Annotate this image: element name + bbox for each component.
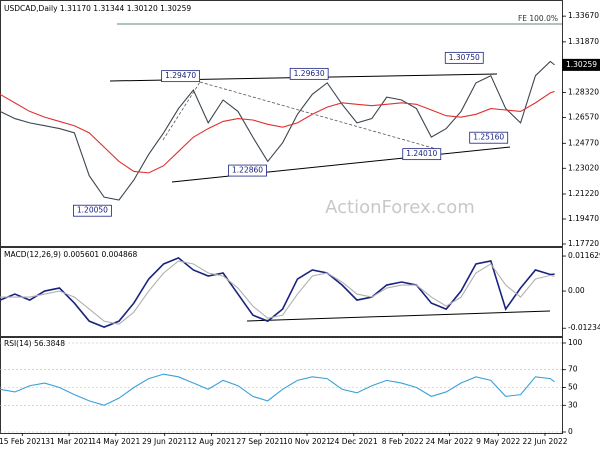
- y-tick-label: 0.00: [568, 286, 585, 295]
- y-tick-label: 1.33670: [568, 11, 599, 20]
- y-tick-label: 70: [568, 365, 578, 374]
- series-line: [0, 260, 555, 325]
- x-tick-label: 24 Mar 2022: [426, 437, 474, 446]
- series-line: [0, 373, 555, 406]
- level-label: 1.29470: [165, 71, 196, 80]
- x-tick-label: 24 Dec 2021: [330, 437, 378, 446]
- level-label: 1.30750: [449, 53, 480, 62]
- x-tick-label: 29 Jun 2021: [142, 437, 187, 446]
- y-tick-label: 1.19470: [568, 214, 599, 223]
- x-tick-label: 31 Mar 2021: [45, 437, 93, 446]
- x-tick-label: 27 Sep 2021: [237, 437, 285, 446]
- y-tick-label: 1.26570: [568, 113, 599, 122]
- level-box: [161, 70, 201, 83]
- macd-trend-line: [246, 310, 551, 322]
- x-tick-label: 12 Aug 2021: [187, 437, 235, 446]
- panel-title: MACD(12,26,9) 0.005601 0.004868: [4, 250, 138, 259]
- series-line: [0, 60, 555, 201]
- y-tick-label: 0: [568, 427, 573, 436]
- level-box: [469, 131, 509, 144]
- x-tick-label: 22 Jun 2022: [522, 437, 567, 446]
- y-tick-label: -0.012348: [568, 323, 600, 332]
- y-tick-label: 100: [568, 338, 583, 347]
- x-tick-label: 9 May 2022: [476, 437, 520, 446]
- level-label: 1.24010: [406, 149, 437, 158]
- level-label: 1.22860: [232, 166, 263, 175]
- level-label: 1.29630: [294, 69, 325, 78]
- level-box: [444, 51, 484, 64]
- x-tick-label: 15 Feb 2021: [0, 437, 46, 446]
- level-box: [73, 204, 112, 217]
- last-price-box: [562, 58, 600, 71]
- watermark: ActionForex.com: [325, 197, 475, 218]
- y-tick-label: 1.21220: [568, 189, 599, 198]
- trend-line: [199, 81, 441, 151]
- rsi-panel: [0, 337, 563, 434]
- y-tick-label: 1.31870: [568, 37, 599, 46]
- panel-title: RSI(14) 56.3848: [4, 339, 65, 348]
- y-tick-label: 30: [568, 400, 578, 409]
- x-tick-label: 8 Feb 2022: [382, 437, 424, 446]
- panel-title: USDCAD,Daily 1.31170 1.31344 1.30120 1.3…: [4, 4, 191, 13]
- y-tick-label: 1.17720: [568, 239, 599, 248]
- y-tick-label: 50: [568, 383, 578, 392]
- macd-panel: [0, 247, 563, 337]
- y-tick-label: 1.24770: [568, 138, 599, 147]
- level-label: 1.20050: [77, 206, 108, 215]
- series-line: [0, 90, 555, 174]
- level-box: [289, 67, 329, 80]
- level-box: [402, 148, 442, 161]
- x-tick-label: 10 Nov 2021: [283, 437, 331, 446]
- level-box: [228, 164, 267, 177]
- level-label: 1.25160: [473, 133, 504, 142]
- y-tick-label: 0.011629: [568, 251, 600, 260]
- x-tick-label: 14 May 2021: [91, 437, 140, 446]
- fe-label: FE 100.0%: [518, 14, 558, 23]
- y-tick-label: 1.28320: [568, 88, 599, 97]
- y-tick-label: 1.23020: [568, 163, 599, 172]
- last-price-label: 1.30259: [566, 60, 597, 69]
- series-line: [0, 257, 555, 329]
